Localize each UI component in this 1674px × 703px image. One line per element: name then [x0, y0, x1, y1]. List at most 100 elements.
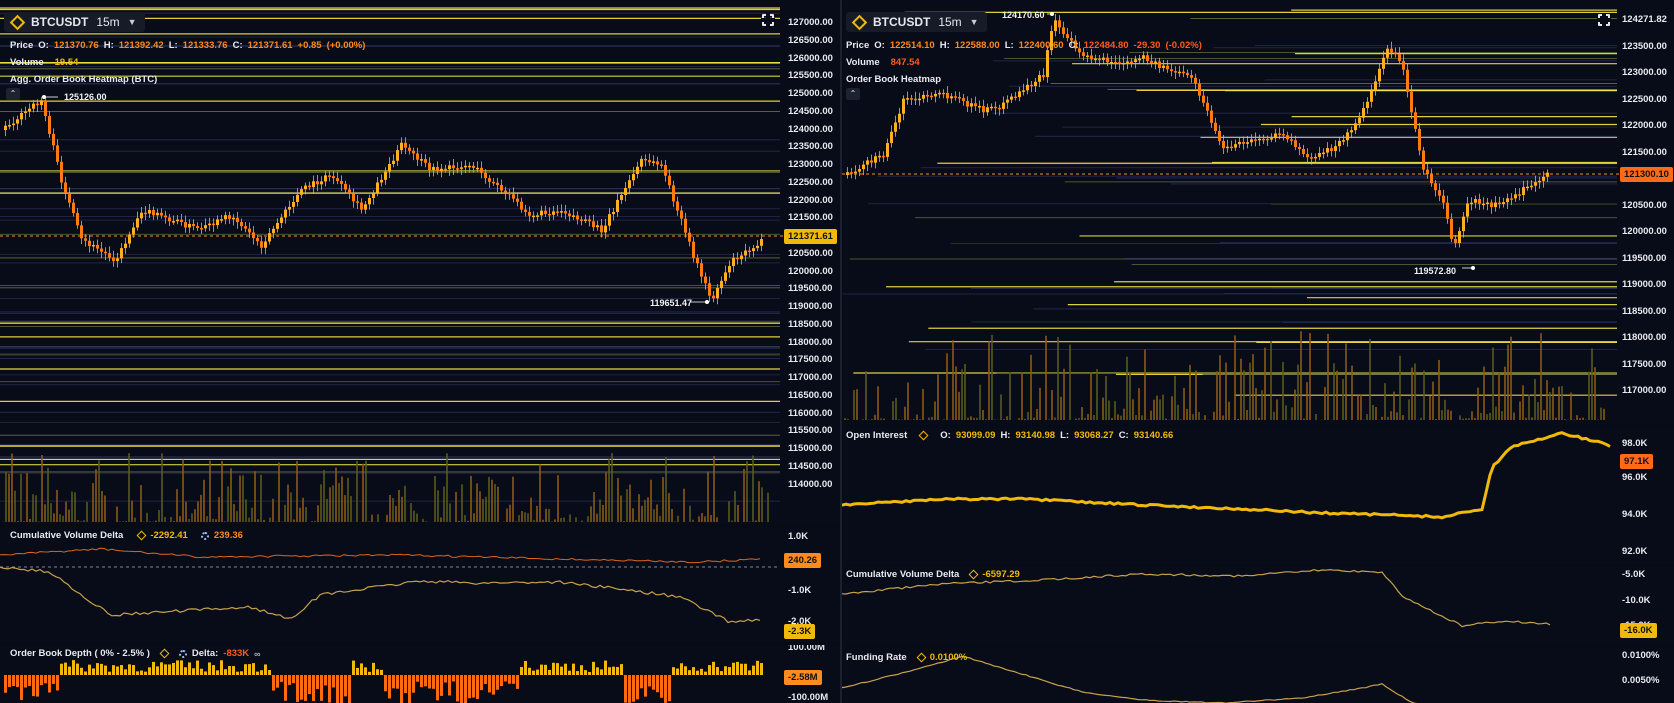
volume-bar [371, 514, 373, 522]
candle [1250, 139, 1253, 143]
depth-bar [188, 662, 191, 675]
volume-bar [892, 401, 894, 420]
cvd-axis-tick: -5.0K [1622, 569, 1646, 580]
volume-bar [1222, 415, 1224, 420]
expand-icon[interactable] [761, 13, 775, 27]
volume-bar [967, 417, 969, 420]
left-cvd-chart[interactable] [0, 527, 840, 643]
volume-bar [221, 460, 223, 522]
volume-bar [209, 460, 211, 522]
o-label: O: [38, 40, 49, 51]
candle [874, 156, 877, 163]
right-symbol-selector[interactable]: BTCUSDT 15m ▼ [846, 12, 987, 32]
volume-bar [1129, 371, 1131, 420]
candle [736, 257, 739, 260]
price-axis-tick: 118000.00 [788, 336, 833, 348]
candle [1086, 55, 1089, 58]
volume-bar [335, 467, 337, 522]
right-cvd-pane[interactable]: Cumulative Volume Delta -6597.29 -5.0K -… [842, 566, 1674, 646]
volume-bar [1408, 399, 1410, 420]
volume-bar [1144, 349, 1146, 420]
candle [600, 225, 603, 233]
depth-bar [620, 664, 623, 675]
collapse-icon[interactable]: ⌃ [846, 88, 860, 100]
right-oi-pane[interactable]: Open Interest O: 93099.09 H: 93140.98 L: 93… [842, 427, 1674, 564]
left-price-pane[interactable]: BTCUSDT 15m ▼ Price O: 121370.76 H: 121392… [0, 0, 840, 525]
left-obd-pane[interactable]: Order Book Depth ( 0% - 2.5% ) Delta: -8… [0, 645, 840, 703]
obd-axis-tick: -100.00M [788, 692, 829, 703]
depth-bar [164, 664, 167, 675]
volume-bar [1552, 387, 1554, 420]
volume-bar [1375, 407, 1377, 420]
candle [1046, 50, 1049, 78]
candle [1282, 134, 1285, 136]
candle [1486, 202, 1489, 204]
oi-axis-tick: 98.0K [1622, 438, 1648, 449]
candle [100, 248, 103, 252]
volume-bar [32, 494, 34, 522]
volume-bar [1345, 343, 1347, 420]
left-price-chart[interactable] [0, 0, 840, 525]
candle [1178, 71, 1181, 74]
volume-bar [1531, 417, 1533, 420]
volume-bar [128, 453, 130, 522]
right-price-chart[interactable] [842, 0, 1674, 425]
depth-bar [756, 660, 759, 675]
volume-bar [1264, 347, 1266, 420]
collapse-icon[interactable]: ⌃ [6, 88, 20, 100]
volume-bar [1039, 387, 1041, 420]
current-price-tag: 121371.61 [784, 229, 837, 244]
volume-bar [1528, 394, 1530, 420]
volume-bar [946, 353, 948, 420]
depth-bar [508, 675, 511, 684]
right-oi-chart[interactable] [842, 427, 1674, 564]
depth-bar [352, 660, 355, 675]
candle [504, 190, 507, 193]
delta-label: Delta: [191, 648, 219, 659]
right-cvd-chart[interactable] [842, 566, 1674, 646]
volume-bar [644, 499, 646, 522]
volume-bar [1078, 418, 1080, 420]
volume-bar [1492, 347, 1494, 420]
volume-bar [1111, 418, 1113, 420]
volume-bar [1123, 408, 1125, 420]
left-symbol-selector[interactable]: BTCUSDT 15m ▼ [4, 12, 145, 32]
candle [148, 209, 151, 214]
price-axis-tick: 116500.00 [788, 389, 833, 401]
right-fr-pane[interactable]: Funding Rate 0.0100% 0.0100% 0.0050% [842, 648, 1674, 703]
candle [324, 175, 327, 182]
volume-bar [527, 513, 529, 522]
right-price-pane[interactable]: BTCUSDT 15m ▼ Price O: 122514.10 H: 122588… [842, 0, 1674, 425]
candle [1450, 218, 1453, 239]
depth-bar [44, 675, 47, 684]
volume-bar [1486, 414, 1488, 420]
fr-axis-tick: 0.0100% [1622, 650, 1660, 661]
right-fr-chart[interactable] [842, 648, 1674, 703]
volume-bar [434, 475, 436, 522]
expand-icon[interactable] [1597, 13, 1611, 27]
depth-bar [560, 666, 563, 675]
candle [316, 181, 319, 185]
candle [1542, 176, 1545, 181]
candle [424, 159, 427, 163]
volume-bar [539, 464, 541, 522]
volume-bar [524, 512, 526, 522]
depth-bar [480, 675, 483, 691]
volume-bar [931, 416, 933, 420]
candle [1298, 146, 1301, 150]
volume-bar [1216, 371, 1218, 420]
volume-bar [215, 519, 217, 522]
candle [1066, 34, 1069, 39]
candle [108, 253, 111, 258]
volume-bar [176, 489, 178, 522]
candle [1474, 199, 1477, 203]
candle [926, 94, 929, 97]
depth-bar [700, 668, 703, 675]
depth-bar [412, 675, 415, 693]
left-obd-chart[interactable] [0, 645, 840, 703]
candle [1162, 65, 1165, 68]
volume-bar [1384, 383, 1386, 420]
depth-bar [160, 662, 163, 675]
left-cvd-pane[interactable]: Cumulative Volume Delta -2292.41 239.36 … [0, 527, 840, 643]
pane-divider[interactable] [840, 0, 842, 703]
